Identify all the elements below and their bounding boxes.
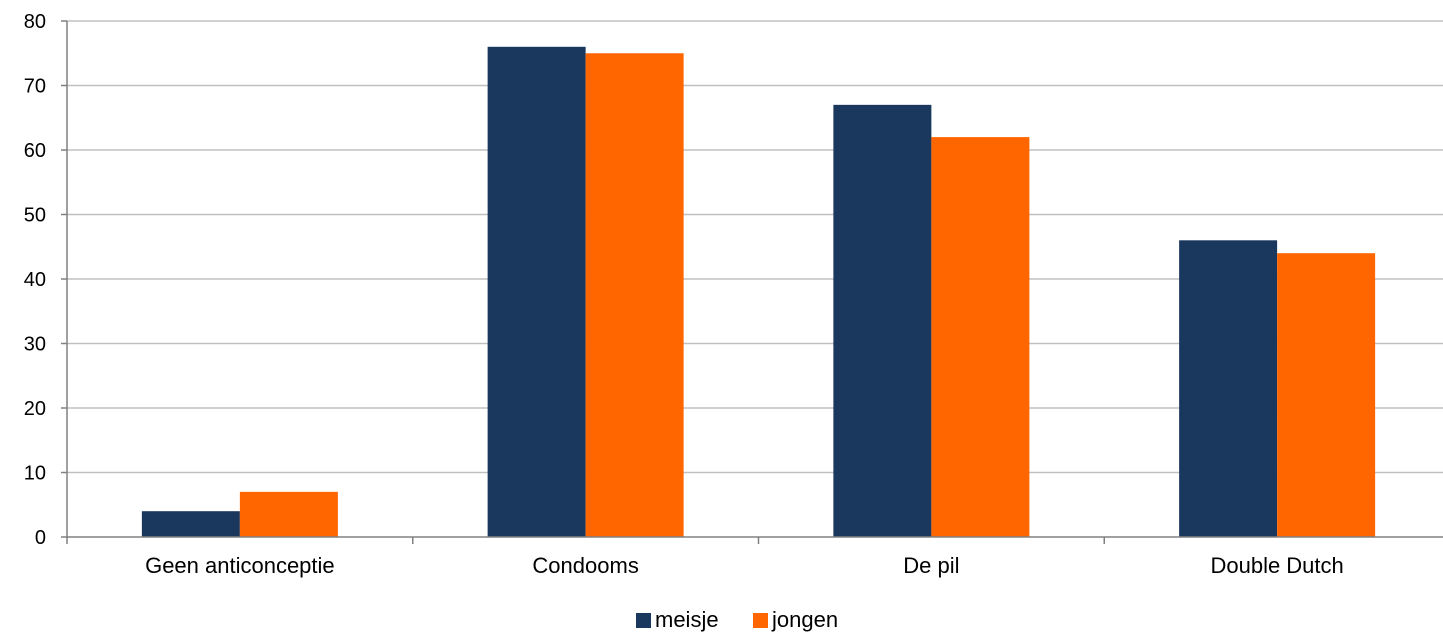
- legend-swatch-meisje: [636, 613, 651, 628]
- y-tick-label: 50: [24, 205, 46, 227]
- y-tick-label: 0: [35, 527, 46, 549]
- legend-label-jongen: jongen: [771, 607, 838, 632]
- y-tick-label: 60: [24, 140, 46, 162]
- y-tick-label: 80: [24, 11, 46, 33]
- bar-jongen-0: [239, 491, 338, 537]
- x-category-label: Geen anticonceptie: [145, 553, 335, 578]
- legend-swatch-jongen: [753, 613, 768, 628]
- bar-jongen-3: [1277, 253, 1376, 537]
- x-category-label: De pil: [903, 553, 959, 578]
- y-tick-label: 20: [24, 398, 46, 420]
- axes: [66, 21, 1443, 544]
- bar-jongen-2: [931, 137, 1030, 537]
- legend: meisje jongen: [636, 607, 838, 632]
- x-category-label: Double Dutch: [1210, 553, 1343, 578]
- bar-meisje-2: [833, 104, 932, 537]
- bar-meisje-3: [1179, 240, 1278, 538]
- y-axis-ticks: 0 10 20 30 40 50 60 70 80: [24, 11, 67, 549]
- y-tick-label: 30: [24, 334, 46, 356]
- bars: [141, 46, 1376, 538]
- y-tick-label: 10: [24, 463, 46, 485]
- y-tick-label: 70: [24, 76, 46, 98]
- gridlines: [67, 20, 1443, 474]
- x-axis-labels: Geen anticonceptie Condooms De pil Double D…: [145, 553, 1344, 578]
- legend-label-meisje: meisje: [655, 607, 719, 632]
- bar-meisje-1: [487, 46, 586, 538]
- x-category-label: Condooms: [532, 553, 638, 578]
- bar-meisje-0: [141, 511, 240, 537]
- y-tick-label: 40: [24, 269, 46, 291]
- bar-jongen-1: [585, 53, 684, 537]
